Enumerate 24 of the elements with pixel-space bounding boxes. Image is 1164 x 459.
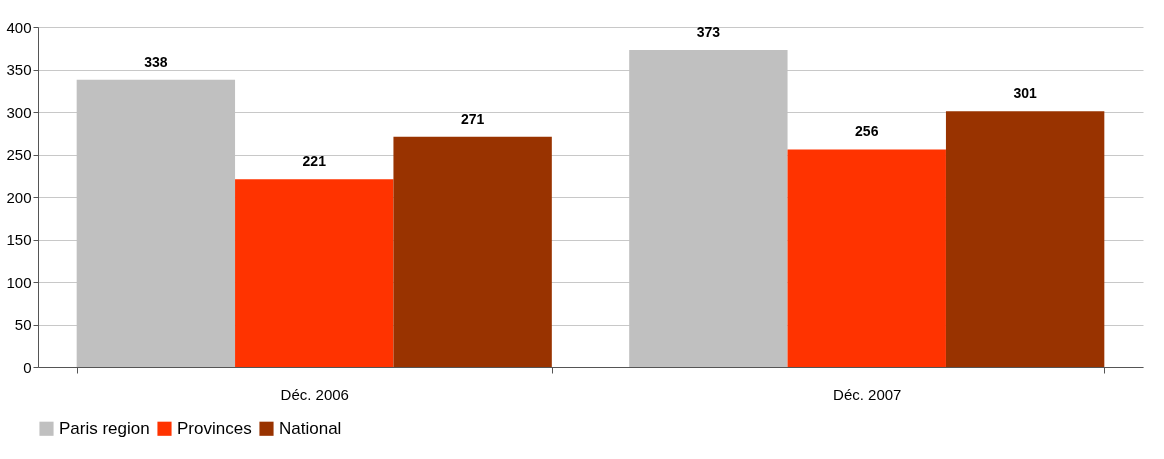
y-tick-label: 200: [6, 188, 32, 206]
data-label: 373: [696, 23, 721, 40]
legend-label: National: [279, 418, 342, 438]
y-tick-label: 400: [6, 18, 32, 36]
data-label: 301: [1013, 85, 1038, 102]
y-tick-label: 350: [6, 61, 32, 78]
x-tick-label: Déc. 2007: [833, 385, 902, 403]
y-tick-label: 150: [6, 231, 32, 248]
y-tick-label: 100: [6, 273, 32, 291]
legend-label: Paris region: [59, 418, 150, 438]
bar: [393, 136, 552, 367]
bar: [235, 179, 394, 367]
y-tick-label: 50: [14, 316, 32, 333]
y-tick-label: 300: [6, 103, 32, 121]
y-tick-label: 250: [6, 146, 32, 163]
x-tick-label: Déc. 2006: [280, 385, 349, 403]
data-label: 256: [855, 123, 879, 140]
legend-label: Provinces: [177, 418, 252, 438]
data-label: 338: [144, 53, 168, 70]
y-tick-label: 0: [23, 358, 32, 376]
data-label: 271: [460, 110, 485, 127]
data-label: 221: [302, 153, 327, 170]
bar: [945, 111, 1105, 367]
bar: [787, 149, 946, 367]
